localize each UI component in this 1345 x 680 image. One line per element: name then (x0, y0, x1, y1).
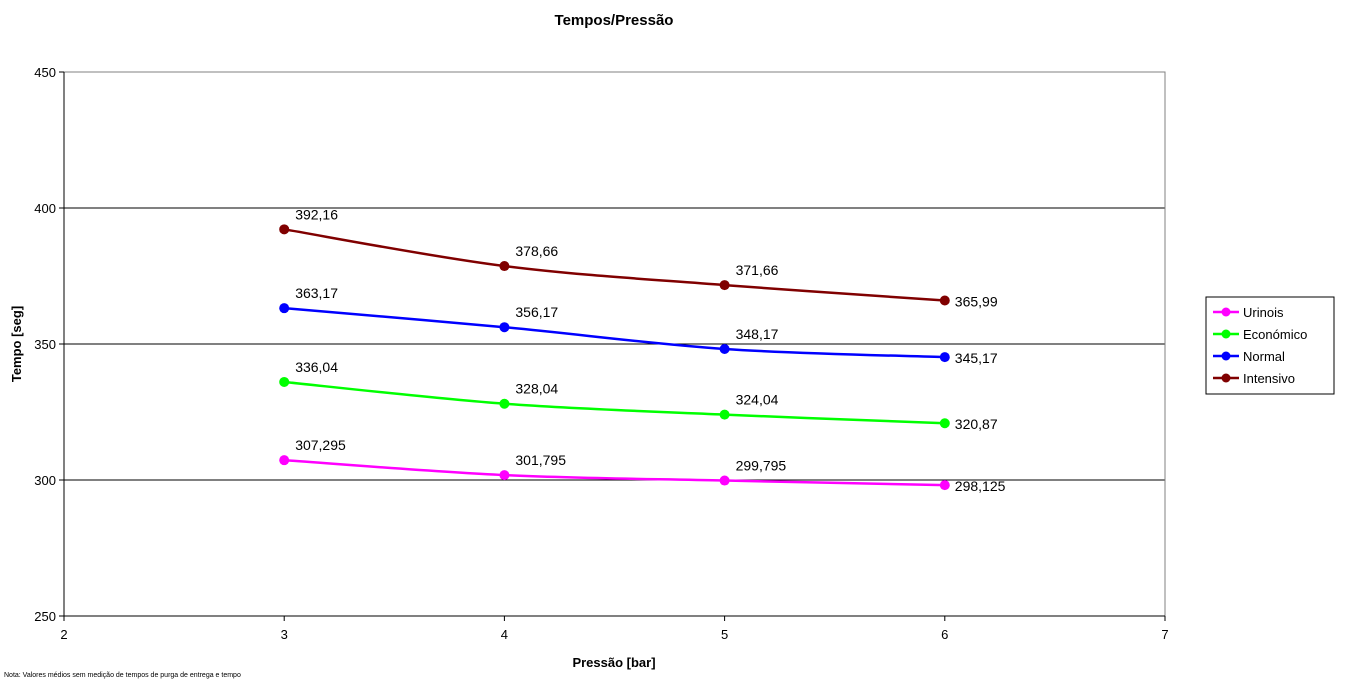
x-tick-label: 5 (721, 627, 728, 642)
data-label: 378,66 (515, 243, 558, 259)
x-tick-label: 7 (1161, 627, 1168, 642)
legend-label: Normal (1243, 349, 1285, 364)
x-axis: 2 3 4 5 6 7 (60, 616, 1168, 642)
legend-marker (1222, 308, 1231, 317)
y-tick-label: 400 (34, 201, 56, 216)
data-label: 356,17 (515, 304, 558, 320)
data-label: 307,295 (295, 437, 346, 453)
series-line (284, 308, 945, 357)
data-point (720, 410, 730, 420)
data-point (499, 399, 509, 409)
data-point (279, 455, 289, 465)
series-econ-mico: 336,04 328,04 324,04 320,87 (279, 359, 998, 432)
x-tick-label: 3 (281, 627, 288, 642)
y-tick-label: 250 (34, 609, 56, 624)
data-label: 336,04 (295, 359, 338, 375)
legend-marker (1222, 374, 1231, 383)
data-label: 365,99 (955, 294, 998, 310)
series-intensivo: 392,16 378,66 371,66 365,99 (279, 206, 998, 309)
data-point (279, 224, 289, 234)
data-label: 324,04 (736, 392, 779, 408)
y-axis-title: Tempo [seg] (9, 306, 24, 382)
data-label: 345,17 (955, 350, 998, 366)
data-point (720, 476, 730, 486)
series-line (284, 382, 945, 423)
data-label: 301,795 (515, 452, 566, 468)
data-point (940, 296, 950, 306)
x-axis-title: Pressão [bar] (572, 655, 655, 670)
gridlines (64, 208, 1165, 480)
data-label: 299,795 (736, 458, 787, 474)
x-tick-label: 4 (501, 627, 508, 642)
legend-label: Económico (1243, 327, 1307, 342)
y-tick-label: 350 (34, 337, 56, 352)
y-tick-label: 450 (34, 65, 56, 80)
data-point (279, 303, 289, 313)
data-label: 348,17 (736, 326, 779, 342)
legend-marker (1222, 352, 1231, 361)
data-label: 363,17 (295, 285, 338, 301)
series-line (284, 229, 945, 300)
data-label: 298,125 (955, 478, 1006, 494)
data-point (720, 344, 730, 354)
series-urinois: 307,295 301,795 299,795 298,125 (279, 437, 1005, 494)
series-line (284, 460, 945, 485)
legend: Urinois Económico Normal Intensivo (1206, 297, 1334, 394)
data-point (279, 377, 289, 387)
data-point (940, 480, 950, 490)
data-label: 320,87 (955, 416, 998, 432)
data-point (720, 280, 730, 290)
data-point (499, 470, 509, 480)
series-group: 307,295 301,795 299,795 298,125 336,04 328,04… (279, 206, 1005, 494)
x-tick-label: 2 (60, 627, 67, 642)
y-tick-label: 300 (34, 473, 56, 488)
data-point (499, 261, 509, 271)
data-label: 371,66 (736, 262, 779, 278)
legend-marker (1222, 330, 1231, 339)
x-tick-label: 6 (941, 627, 948, 642)
data-point (940, 418, 950, 428)
data-label: 328,04 (515, 381, 558, 397)
data-point (940, 352, 950, 362)
data-label: 392,16 (295, 206, 338, 222)
chart-title: Tempos/Pressão (555, 12, 674, 29)
legend-label: Urinois (1243, 305, 1284, 320)
data-point (499, 322, 509, 332)
footnote: Nota: Valores médios sem medição de temp… (4, 672, 241, 679)
legend-label: Intensivo (1243, 371, 1295, 386)
y-axis: 250 300 350 400 450 (34, 65, 64, 624)
